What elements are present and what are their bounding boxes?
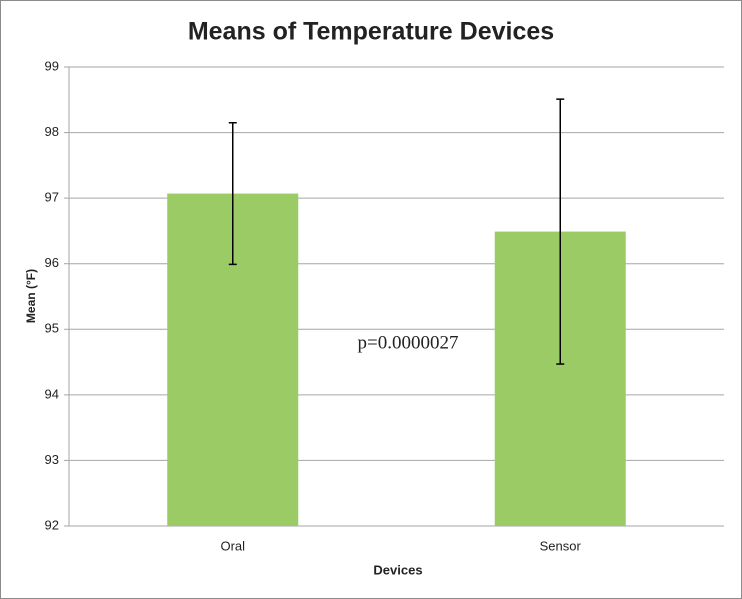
- y-tick-label: 96: [45, 255, 59, 270]
- y-axis-title: Mean (°F): [24, 269, 38, 323]
- y-tick-label: 99: [45, 58, 59, 73]
- y-tick-label: 98: [45, 124, 59, 139]
- annotation: p=0.0000027: [358, 332, 459, 353]
- y-tick-label: 92: [45, 517, 59, 532]
- y-tick-label: 94: [45, 386, 59, 401]
- x-axis-title: Devices: [373, 562, 422, 577]
- x-tick-label: Oral: [220, 538, 245, 553]
- error-bar: [556, 98, 565, 365]
- error-bar: [228, 121, 237, 266]
- x-tick-label: Sensor: [540, 538, 582, 553]
- y-tick-label: 93: [45, 452, 59, 467]
- chart-title: Means of Temperature Devices: [188, 18, 554, 46]
- y-tick-label: 95: [45, 321, 59, 336]
- y-tick-label: 97: [45, 190, 59, 205]
